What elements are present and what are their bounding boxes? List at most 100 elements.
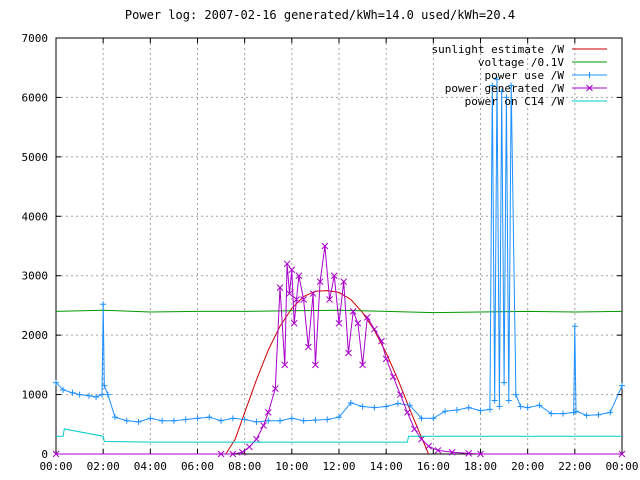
point-power-use-w: [560, 410, 567, 417]
x-tick-label: 00:00: [39, 460, 72, 473]
point-power-use-w: [508, 82, 515, 89]
point-power-use-w: [477, 407, 484, 414]
point-power-generated-w: [389, 373, 397, 381]
point-power-generated-w: [425, 442, 432, 450]
point-power-use-w: [288, 415, 295, 422]
point-power-generated-w: [335, 319, 343, 327]
point-power-use-w: [453, 407, 460, 414]
point-power-use-w: [571, 323, 578, 330]
point-power-generated-w: [382, 355, 390, 363]
point-power-use-w: [503, 94, 510, 101]
point-power-use-w: [359, 403, 366, 410]
point-power-use-w: [206, 414, 213, 421]
legend-label-power-on-c14-w: power on C14 /W: [465, 95, 565, 108]
point-power-use-w: [394, 400, 401, 407]
point-power-generated-w: [465, 450, 473, 457]
point-power-generated-w: [281, 361, 289, 369]
point-power-generated-w: [396, 391, 404, 398]
point-power-use-w: [265, 417, 272, 424]
y-tick-label: 4000: [22, 210, 49, 223]
x-tick-label: 08:00: [228, 460, 261, 473]
point-power-use-w: [512, 391, 519, 398]
point-power-use-w: [489, 82, 496, 89]
point-power-generated-w: [238, 448, 246, 456]
point-power-generated-w: [283, 260, 291, 268]
legend-marker-power-generated-w: [586, 84, 593, 92]
point-power-generated-w: [52, 450, 60, 458]
point-power-use-w: [548, 410, 555, 417]
y-tick-label: 0: [41, 448, 48, 461]
x-tick-label: 14:00: [370, 460, 403, 473]
point-power-use-w: [465, 404, 472, 411]
point-power-generated-w: [229, 450, 237, 458]
point-power-use-w: [300, 417, 307, 424]
x-tick-label: 16:00: [417, 460, 450, 473]
point-power-use-w: [182, 416, 189, 423]
point-power-generated-w: [363, 313, 371, 321]
point-power-use-w: [93, 393, 100, 400]
point-power-generated-w: [434, 447, 442, 454]
point-power-use-w: [277, 417, 284, 424]
x-tick-label: 12:00: [322, 460, 355, 473]
point-power-generated-w: [378, 337, 385, 345]
point-power-use-w: [241, 416, 248, 423]
point-power-use-w: [619, 382, 625, 389]
point-power-generated-w: [371, 325, 378, 333]
point-power-use-w: [494, 76, 501, 83]
x-tick-label: 00:00: [605, 460, 638, 473]
point-power-generated-w: [618, 450, 626, 458]
point-power-use-w: [347, 399, 354, 406]
point-power-generated-w: [359, 361, 366, 369]
legend-marker-power-use-w: [586, 72, 593, 78]
point-power-use-w: [86, 392, 93, 399]
legend-label-power-generated-w: power generated /W: [445, 82, 565, 95]
point-power-generated-w: [286, 290, 293, 297]
point-power-use-w: [418, 415, 425, 422]
point-power-generated-w: [276, 284, 284, 291]
point-power-generated-w: [264, 409, 272, 416]
x-tick-label: 04:00: [134, 460, 167, 473]
point-power-use-w: [491, 397, 498, 404]
legend-label-power-use-w: power use /W: [485, 69, 565, 82]
point-power-use-w: [218, 417, 225, 424]
point-power-generated-w: [340, 278, 348, 286]
point-power-generated-w: [300, 296, 307, 303]
x-tick-label: 02:00: [87, 460, 120, 473]
point-power-use-w: [60, 386, 67, 393]
point-power-use-w: [312, 417, 319, 424]
point-power-use-w: [496, 403, 503, 410]
point-power-use-w: [69, 389, 76, 396]
y-tick-label: 2000: [22, 329, 49, 342]
point-power-use-w: [76, 391, 83, 398]
x-tick-label: 18:00: [464, 460, 497, 473]
point-power-generated-w: [349, 308, 357, 315]
point-power-use-w: [100, 301, 107, 308]
point-power-generated-w: [312, 361, 319, 369]
point-power-use-w: [53, 379, 59, 386]
point-power-use-w: [135, 418, 142, 425]
point-power-use-w: [371, 404, 378, 411]
point-power-generated-w: [448, 448, 456, 456]
point-power-use-w: [159, 417, 166, 424]
point-power-use-w: [383, 403, 390, 410]
point-power-generated-w: [246, 443, 253, 451]
point-power-generated-w: [260, 422, 267, 429]
point-power-use-w: [98, 391, 105, 398]
point-power-use-w: [324, 416, 331, 423]
point-power-use-w: [406, 402, 413, 409]
point-power-generated-w: [290, 319, 298, 327]
point-power-generated-w: [326, 296, 333, 303]
legend-label-voltage-0-1v: voltage /0.1V: [478, 56, 564, 69]
point-power-use-w: [524, 404, 531, 411]
point-power-use-w: [229, 415, 236, 422]
point-power-generated-w: [271, 385, 279, 392]
point-power-use-w: [253, 418, 260, 425]
point-power-use-w: [147, 415, 154, 422]
point-power-generated-w: [304, 343, 312, 351]
point-power-generated-w: [418, 435, 425, 443]
point-power-use-w: [498, 88, 505, 95]
x-tick-label: 22:00: [558, 460, 591, 473]
series-line-sunlight-estimate-w: [225, 290, 430, 455]
chart-title: Power log: 2007-02-16 generated/kWh=14.0…: [124, 8, 516, 22]
